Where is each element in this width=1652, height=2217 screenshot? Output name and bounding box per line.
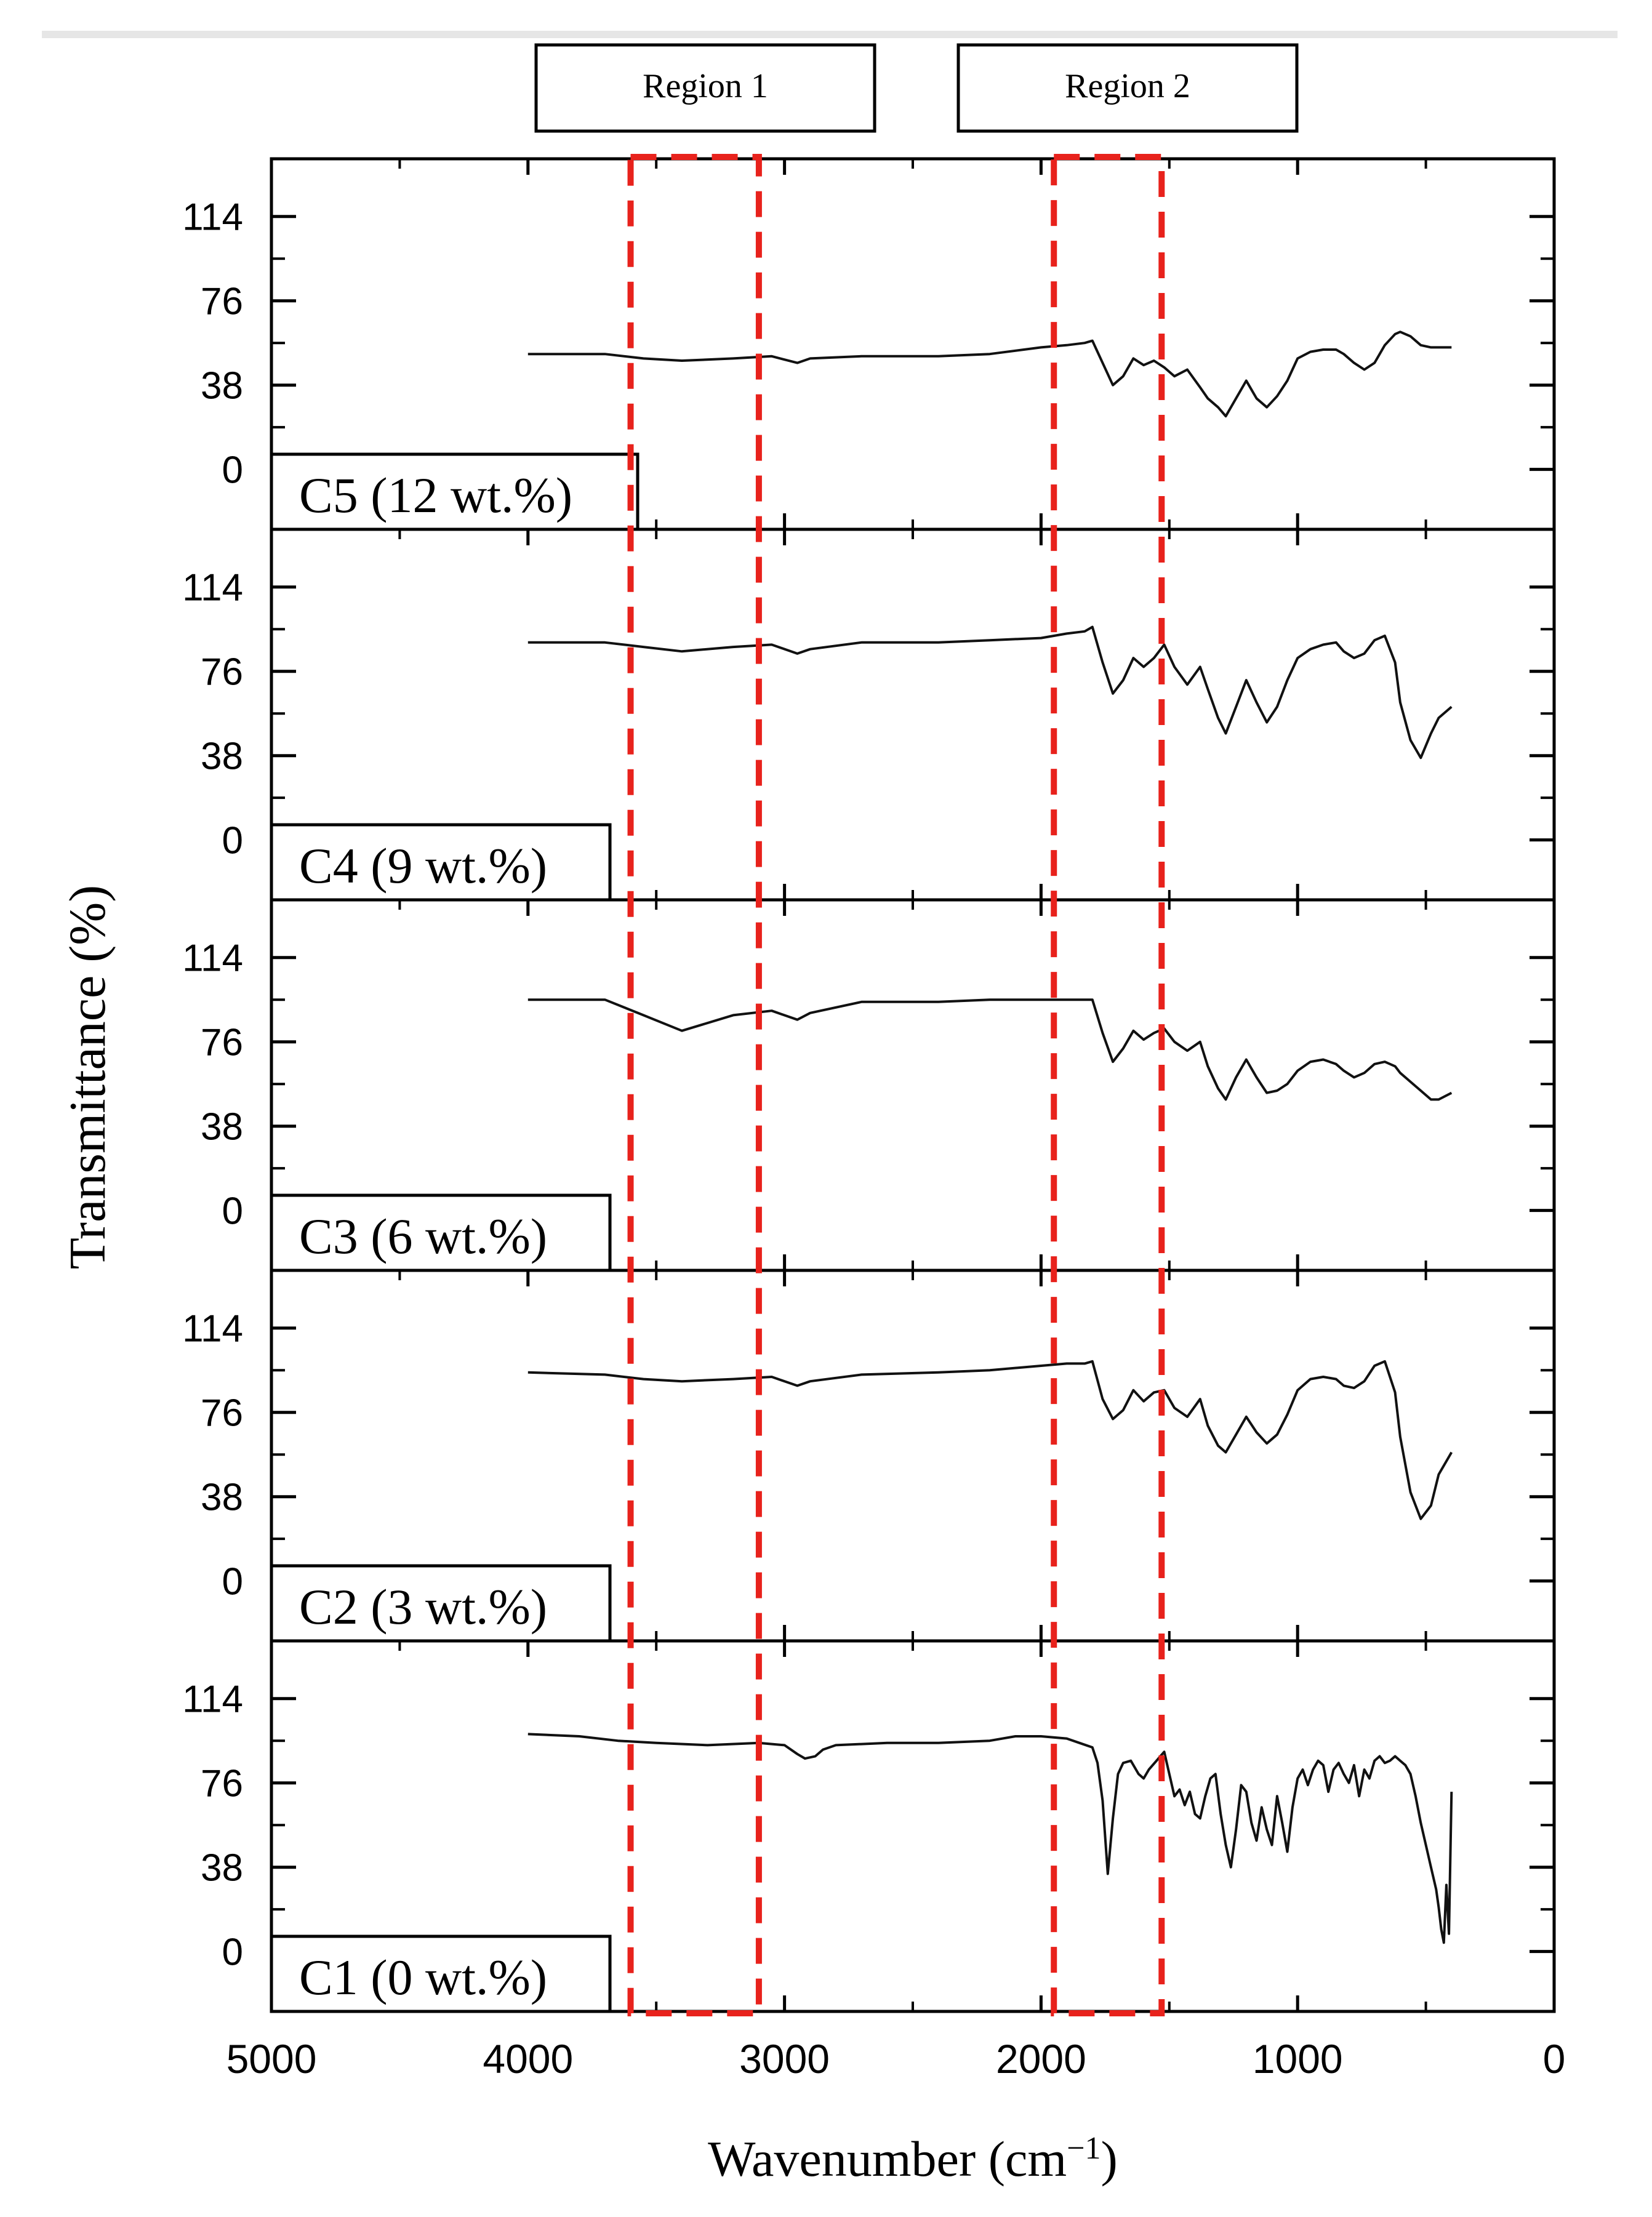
y-tick-label: 76	[201, 281, 243, 323]
legend-label-3: C3 (6 wt.%)	[299, 1208, 547, 1264]
series-line-5	[527, 1733, 1453, 1944]
y-tick-label: 76	[201, 651, 243, 694]
region-2-header-box	[956, 43, 1299, 133]
series-line-1	[527, 331, 1452, 418]
y-tick-label: 114	[182, 1678, 243, 1721]
legend-label-4: C2 (3 wt.%)	[299, 1579, 547, 1635]
legend-box-1	[270, 452, 640, 531]
series-line-3	[527, 998, 1453, 1101]
y-axis-label: Transmittance (%)	[59, 885, 116, 1269]
x-tick-label: 4000	[483, 2036, 573, 2082]
y-tick-label: 114	[182, 937, 243, 980]
y-tick-label: 114	[182, 1308, 243, 1350]
region-1-label: Region 1	[643, 67, 768, 105]
y-tick-label: 38	[201, 1477, 243, 1519]
x-tick-label: 0	[1543, 2036, 1566, 2082]
y-tick-label: 38	[201, 1847, 243, 1890]
x-tick-label: 5000	[227, 2036, 317, 2082]
legend-box-5	[270, 1934, 612, 2013]
top-rule	[42, 31, 1618, 38]
region-2-label: Region 2	[1065, 67, 1190, 105]
y-tick-label: 76	[201, 1392, 243, 1435]
x-tick-label: 1000	[1253, 2036, 1343, 2082]
y-tick-label: 76	[201, 1022, 243, 1064]
y-tick-label: 0	[222, 449, 243, 492]
y-tick-label: 114	[182, 567, 243, 609]
y-tick-label: 0	[222, 1561, 243, 1603]
y-tick-label: 114	[182, 196, 243, 239]
legend-label-1: C5 (12 wt.%)	[299, 467, 572, 523]
series-line-4	[527, 1360, 1453, 1520]
region-2-highlight	[1051, 154, 1165, 2016]
region-1-header-box	[534, 43, 876, 133]
series-line-2	[527, 625, 1453, 760]
y-tick-label: 38	[201, 1106, 243, 1149]
y-tick-label: 0	[222, 1931, 243, 1974]
y-tick-label: 0	[222, 1190, 243, 1233]
y-tick-label: 38	[201, 365, 243, 407]
legend-box-4	[270, 1564, 612, 1643]
legend-box-3	[270, 1193, 612, 1272]
y-tick-label: 38	[201, 736, 243, 778]
x-axis-label: Wavenumber (cm−1)	[708, 2131, 1118, 2187]
x-tick-label: 2000	[996, 2036, 1086, 2082]
legend-label-2: C4 (9 wt.%)	[299, 838, 547, 894]
y-tick-label: 76	[201, 1763, 243, 1805]
x-tick-label: 3000	[739, 2036, 830, 2082]
y-tick-label: 0	[222, 820, 243, 862]
legend-label-5: C1 (0 wt.%)	[299, 1949, 547, 2005]
region-1-highlight	[627, 154, 762, 2016]
